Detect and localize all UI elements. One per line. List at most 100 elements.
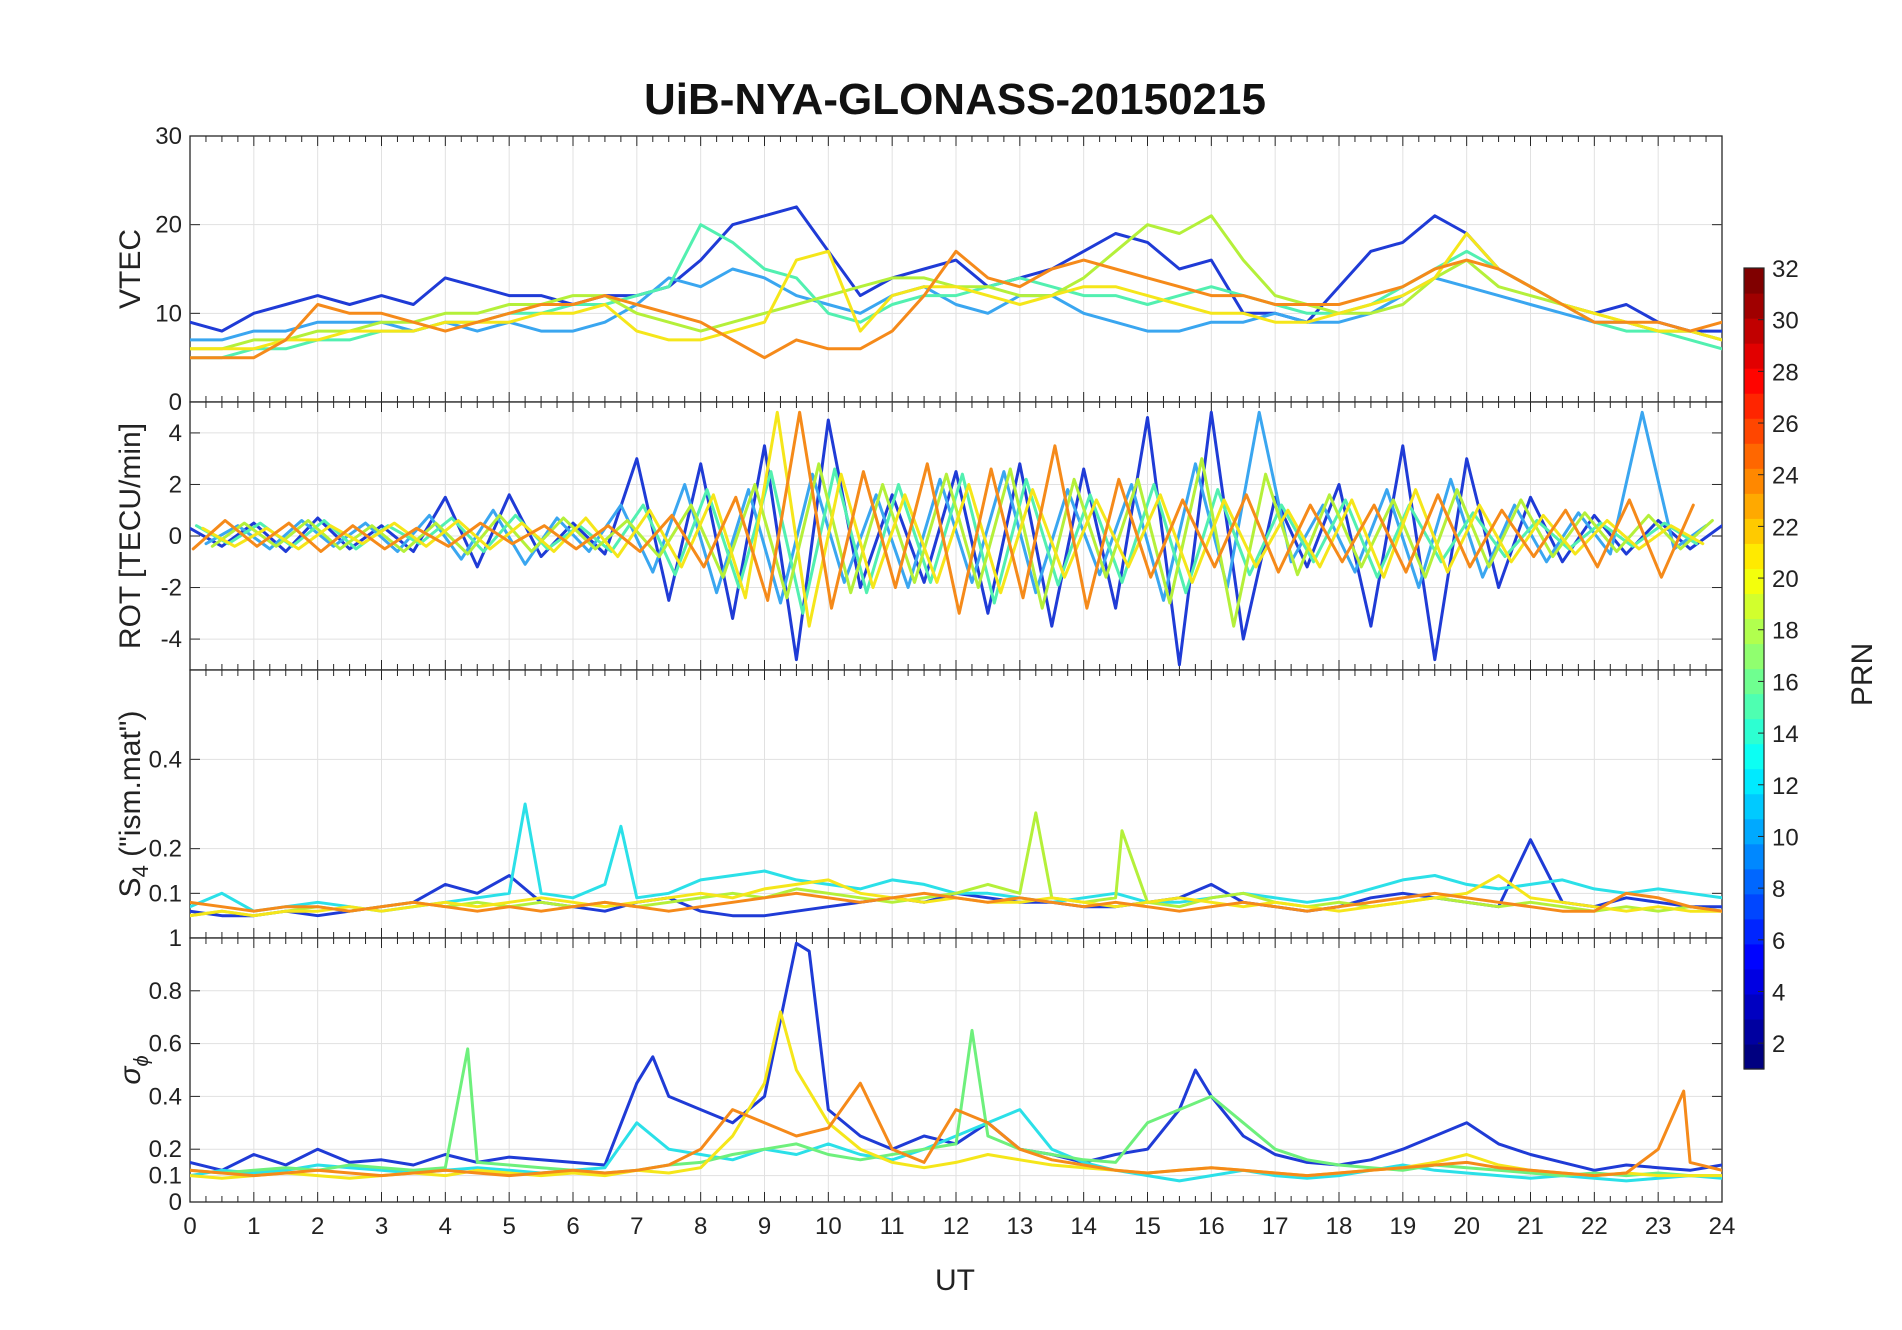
y-tick-label: 0.1 (149, 880, 182, 907)
series-group (190, 941, 1722, 1183)
colorbar-bin (1744, 718, 1764, 745)
panel-1: 0 10 20 30 VTEC (114, 123, 1723, 416)
colorbar-tick-label: 8 (1772, 876, 1785, 903)
x-tick-label: 1 (247, 1213, 260, 1240)
colorbar-label: PRN (1846, 643, 1879, 706)
colorbar-bin (1744, 568, 1764, 595)
x-tick-label: 13 (1006, 1213, 1033, 1240)
x-tick-label: 9 (758, 1213, 771, 1240)
colorbar-tick-label: 2 (1772, 1031, 1785, 1058)
colorbar-bin (1744, 868, 1764, 895)
y-tick-label: 0.2 (149, 836, 182, 863)
colorbar-bin (1744, 918, 1764, 945)
y-tick-label: 0.4 (149, 746, 182, 773)
series-line-4 (210, 457, 1714, 628)
series-line-4 (190, 1010, 1722, 1180)
colorbar-frame (1743, 267, 1765, 1070)
series-line-5 (190, 1081, 1722, 1178)
y-axis-label: σϕ (114, 1055, 153, 1084)
colorbar-bin (1744, 368, 1764, 394)
chart-title: UiB-NYA-GLONASS-20150215 (644, 75, 1266, 124)
series-line-1 (190, 941, 1722, 1172)
series-line-5 (190, 232, 1722, 351)
colorbar-bin (1744, 943, 1764, 970)
y-tick-label: 0.6 (149, 1031, 182, 1058)
x-axis-label: UT (935, 1264, 975, 1297)
colorbar-tick-label: 26 (1772, 411, 1799, 438)
series-line-6 (191, 410, 1695, 615)
series-line-2 (190, 802, 1722, 913)
x-tick-label: 18 (1326, 1213, 1353, 1240)
x-tick-label: 14 (1070, 1213, 1097, 1240)
x-tick-label: 7 (630, 1213, 643, 1240)
x-tick-label: 2 (311, 1213, 324, 1240)
x-tick-label: 21 (1517, 1213, 1544, 1240)
colorbar-bin (1744, 1018, 1764, 1045)
colorbar-bin (1744, 468, 1764, 494)
x-tick-label: 4 (439, 1213, 452, 1240)
y-axis-label: S4 ("ism.mat") (114, 711, 153, 898)
y-tick-label: 0 (169, 1189, 182, 1216)
x-tick-label: 15 (1134, 1213, 1161, 1240)
series-group (190, 205, 1722, 360)
colorbar-bin (1744, 593, 1764, 620)
colorbar-tick-label: 24 (1772, 463, 1799, 490)
panel-3: 0.1 0.2 0.4S4 ("ism.mat") (114, 669, 1723, 939)
colorbar-tick-label: 16 (1772, 669, 1799, 696)
colorbar-bin (1744, 393, 1764, 419)
colorbar-bin (1744, 768, 1764, 795)
colorbar-bin (1744, 493, 1764, 519)
colorbar-bin (1744, 668, 1764, 695)
colorbar-bin (1744, 443, 1764, 469)
colorbar-tick-label: 12 (1772, 773, 1799, 800)
colorbar-bin (1744, 293, 1764, 319)
x-tick-label: 12 (943, 1213, 970, 1240)
colorbar-tick-label: 32 (1772, 256, 1799, 283)
y-axis-label: ROT [TECU/min] (114, 423, 147, 649)
colorbar-bin (1744, 893, 1764, 920)
colorbar-tick-label: 18 (1772, 618, 1799, 645)
x-tick-label: 20 (1453, 1213, 1480, 1240)
x-tick-label: 6 (566, 1213, 579, 1240)
y-tick-label: 4 (169, 420, 182, 447)
x-tick-label: 23 (1645, 1213, 1672, 1240)
x-tick-label: 16 (1198, 1213, 1225, 1240)
colorbar-bin (1744, 793, 1764, 820)
x-tick-label: 0 (183, 1213, 196, 1240)
x-tick-label: 3 (375, 1213, 388, 1240)
colorbar-tick-label: 22 (1772, 514, 1799, 541)
y-tick-label: 0.2 (149, 1136, 182, 1163)
x-tick-label: 24 (1709, 1213, 1736, 1240)
x-tick-label: 22 (1581, 1213, 1608, 1240)
series-line-5 (201, 410, 1705, 628)
colorbar-bin (1744, 643, 1764, 670)
colorbar-tick-label: 6 (1772, 928, 1785, 955)
x-tick-label: 19 (1389, 1213, 1416, 1240)
y-tick-label: 0.1 (149, 1163, 182, 1190)
y-tick-label: 1 (169, 925, 182, 952)
y-tick-label: 0.4 (149, 1083, 182, 1110)
y-tick-label: -2 (161, 575, 182, 602)
series-group (190, 410, 1722, 667)
y-tick-label: 20 (155, 212, 182, 239)
colorbar-tick-label: 28 (1772, 359, 1799, 386)
colorbar-bin (1744, 543, 1764, 569)
colorbar-bin (1744, 418, 1764, 444)
y-axis-label: VTEC (114, 229, 147, 309)
y-tick-label: 0 (169, 389, 182, 416)
series-line-6 (190, 249, 1722, 360)
colorbar-bin (1744, 743, 1764, 770)
x-tick-label: 5 (502, 1213, 515, 1240)
y-tick-label: 0 (169, 523, 182, 550)
series-line-3 (194, 467, 1698, 615)
colorbar-tick-label: 14 (1772, 721, 1799, 748)
colorbar-tick-label: 30 (1772, 308, 1799, 335)
series-line-3 (190, 1028, 1722, 1178)
colorbar-bin (1744, 818, 1764, 845)
y-tick-label: 10 (155, 300, 182, 327)
colorbar-bin (1744, 968, 1764, 995)
panel-4: 00.10.2 0.4 0.6 0.8 1 σϕ (114, 925, 1723, 1216)
x-tick-label: 11 (880, 1213, 905, 1240)
